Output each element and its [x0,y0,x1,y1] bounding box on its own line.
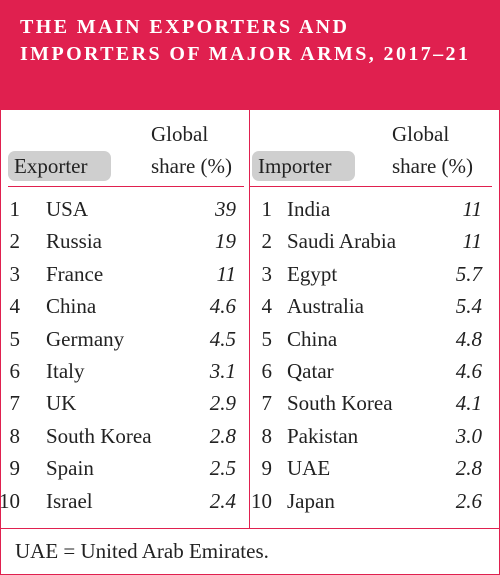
rank-number: 2 [9,229,21,254]
global-share-value: 2.9 [209,391,236,416]
importer-header-rule [250,186,492,187]
country-name: Qatar [287,359,334,383]
rank-number: 1 [261,197,273,221]
table-title: THE MAIN EXPORTERS AND IMPORTERS OF MAJO… [20,16,471,65]
country-name: Saudi Arabia [287,229,397,254]
importer-row: 8 Pakistan 3.0 [250,421,483,451]
global-share-value: 5.4 [455,294,482,319]
global-share-value: 4.6 [455,359,482,383]
importer-row: 7 South Korea 4.1 [250,388,483,418]
country-name: Pakistan [287,423,359,448]
global-share-value: 2.4 [209,488,236,513]
global-share-value: 11 [462,229,482,254]
importer-row: 9 UAE 2.8 [250,453,483,483]
rank-number: 5 [261,326,273,351]
rank-number: 1 [9,197,21,221]
importer-row: 6 Qatar 4.6 [250,356,483,386]
global-share-value: 5.7 [455,261,482,286]
country-name: India [287,197,331,221]
rank-number: 6 [261,359,273,383]
rank-number: 9 [9,456,21,481]
rank-number: 5 [9,326,21,351]
exporter-column-header: Exporter [8,151,111,181]
column-divider [249,110,250,528]
country-name: USA [46,197,89,221]
rank-number: 8 [9,423,21,448]
rank-number: 3 [9,261,21,286]
country-name: Spain [46,456,94,481]
exporter-row: 7 UK 2.9 [0,388,240,418]
rank-number: 10 [0,488,20,513]
exporter-row: 3 France 11 [0,259,240,289]
global-share-value: 2.5 [209,456,236,481]
exporter-row: 1 USA 39 [0,194,240,224]
global-share-value: 3.1 [209,359,236,383]
country-name: UAE [287,456,331,481]
rank-number: 4 [9,294,21,319]
exporter-header-rule [8,186,244,187]
exporter-row: 10 Israel 2.4 [0,486,240,516]
country-name: China [287,326,338,351]
global-share-value: 4.5 [209,326,236,351]
importer-share-header-line1: Global [392,122,450,146]
exporter-row: 6 Italy 3.1 [0,356,240,386]
exporter-row: 4 China 4.6 [0,291,240,321]
title-banner: THE MAIN EXPORTERS AND IMPORTERS OF MAJO… [0,0,500,110]
footnote: UAE = United Arab Emirates. [15,539,269,563]
rank-number: 3 [261,261,273,286]
global-share-value: 11 [216,261,236,286]
country-name: South Korea [46,423,152,448]
exporter-share-header-line2: share (%) [151,154,233,178]
importer-share-header-line2: share (%) [392,154,474,178]
global-share-value: 39 [215,197,236,221]
exporter-share-header-line1: Global [151,122,209,146]
importer-row: 5 China 4.8 [250,324,483,354]
rank-number: 7 [9,391,21,416]
global-share-value: 11 [462,197,482,221]
rank-number: 6 [9,359,21,383]
country-name: Egypt [287,261,338,286]
global-share-value: 4.8 [455,326,482,351]
rank-number: 9 [261,456,273,481]
country-name: Israel [46,488,93,513]
global-share-value: 2.8 [455,456,482,481]
rank-number: 7 [261,391,273,416]
rank-number: 10 [251,488,272,513]
country-name: France [46,261,104,286]
country-name: South Korea [287,391,393,416]
global-share-value: 3.0 [455,423,482,448]
importer-row: 1 India 11 [250,194,483,224]
country-name: Australia [287,294,364,319]
importer-row: 3 Egypt 5.7 [250,259,483,289]
exporter-row: 8 South Korea 2.8 [0,421,240,451]
country-name: Italy [46,359,85,383]
global-share-value: 4.1 [455,391,482,416]
country-name: Japan [287,488,335,513]
country-name: Russia [46,229,103,254]
global-share-value: 4.6 [209,294,236,319]
importer-column-header: Importer [252,151,355,181]
rank-number: 8 [261,423,273,448]
importer-row: 2 Saudi Arabia 11 [250,226,483,256]
global-share-value: 2.6 [455,488,482,513]
country-name: China [46,294,97,319]
importer-row: 10 Japan 2.6 [250,486,482,516]
exporter-row: 2 Russia 19 [0,226,240,256]
country-name: UK [46,391,77,416]
exporter-row: 9 Spain 2.5 [0,453,240,483]
footnote-rule [0,528,500,529]
global-share-value: 19 [215,229,236,254]
exporter-row: 5 Germany 4.5 [0,324,240,354]
rank-number: 2 [261,229,273,254]
country-name: Germany [46,326,125,351]
global-share-value: 2.8 [209,423,236,448]
importer-row: 4 Australia 5.4 [250,291,483,321]
rank-number: 4 [261,294,273,319]
